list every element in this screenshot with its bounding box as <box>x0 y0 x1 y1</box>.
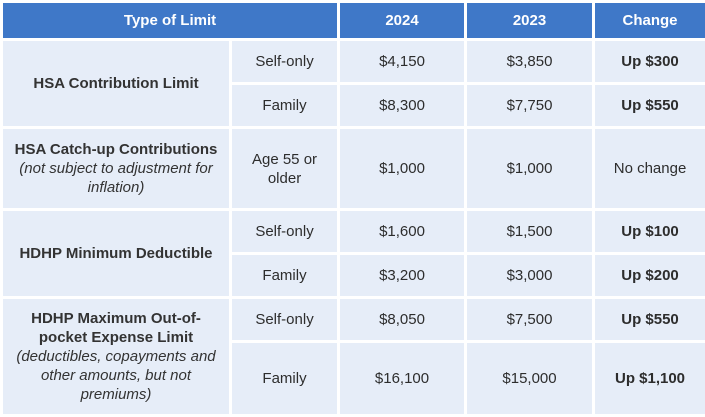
value-2023-cell: $7,750 <box>466 84 594 128</box>
coverage-cell: Family <box>231 254 339 298</box>
value-2024-cell: $8,050 <box>339 298 466 342</box>
header-2024: 2024 <box>339 2 466 40</box>
coverage-cell: Family <box>231 84 339 128</box>
header-row: Type of Limit 2024 2023 Change <box>2 2 705 40</box>
limit-name-text: HDHP Minimum Deductible <box>19 245 212 262</box>
change-cell: Up $550 <box>594 298 705 342</box>
value-2023-cell: $15,000 <box>466 342 594 416</box>
coverage-cell: Self-only <box>231 210 339 254</box>
value-2023-cell: $1,000 <box>466 128 594 210</box>
limit-name-text: HSA Contribution Limit <box>33 75 198 92</box>
limit-name-hdhp-max: HDHP Maximum Out-of-pocket Expense Limit… <box>2 298 231 416</box>
value-2024-cell: $4,150 <box>339 40 466 84</box>
coverage-cell: Age 55 or older <box>231 128 339 210</box>
change-cell: Up $1,100 <box>594 342 705 416</box>
table-row: HSA Contribution Limit Self-only $4,150 … <box>2 40 705 84</box>
limit-name-hdhp-min: HDHP Minimum Deductible <box>2 210 231 298</box>
coverage-cell: Self-only <box>231 40 339 84</box>
value-2023-cell: $1,500 <box>466 210 594 254</box>
header-2023: 2023 <box>466 2 594 40</box>
value-2024-cell: $16,100 <box>339 342 466 416</box>
table-row: HSA Catch-up Contributions (not subject … <box>2 128 705 210</box>
change-cell: Up $550 <box>594 84 705 128</box>
change-cell: Up $300 <box>594 40 705 84</box>
change-cell: No change <box>594 128 705 210</box>
value-2024-cell: $1,600 <box>339 210 466 254</box>
limit-name-text: HSA Catch-up Contributions <box>15 141 218 158</box>
header-type-of-limit: Type of Limit <box>2 2 339 40</box>
limit-name-text: HDHP Maximum Out-of-pocket Expense Limit <box>31 310 201 346</box>
value-2023-cell: $3,000 <box>466 254 594 298</box>
value-2024-cell: $1,000 <box>339 128 466 210</box>
value-2023-cell: $7,500 <box>466 298 594 342</box>
change-cell: Up $100 <box>594 210 705 254</box>
limit-name-hsa-catchup: HSA Catch-up Contributions (not subject … <box>2 128 231 210</box>
table-row: HDHP Minimum Deductible Self-only $1,600… <box>2 210 705 254</box>
coverage-cell: Family <box>231 342 339 416</box>
table-row: HDHP Maximum Out-of-pocket Expense Limit… <box>2 298 705 342</box>
limit-name-hsa-contribution: HSA Contribution Limit <box>2 40 231 128</box>
value-2023-cell: $3,850 <box>466 40 594 84</box>
limit-name-note: (deductibles, copayments and other amoun… <box>16 348 215 403</box>
header-change: Change <box>594 2 705 40</box>
coverage-cell: Self-only <box>231 298 339 342</box>
limit-name-note: (not subject to adjustment for inflation… <box>19 160 212 196</box>
value-2024-cell: $3,200 <box>339 254 466 298</box>
change-cell: Up $200 <box>594 254 705 298</box>
value-2024-cell: $8,300 <box>339 84 466 128</box>
